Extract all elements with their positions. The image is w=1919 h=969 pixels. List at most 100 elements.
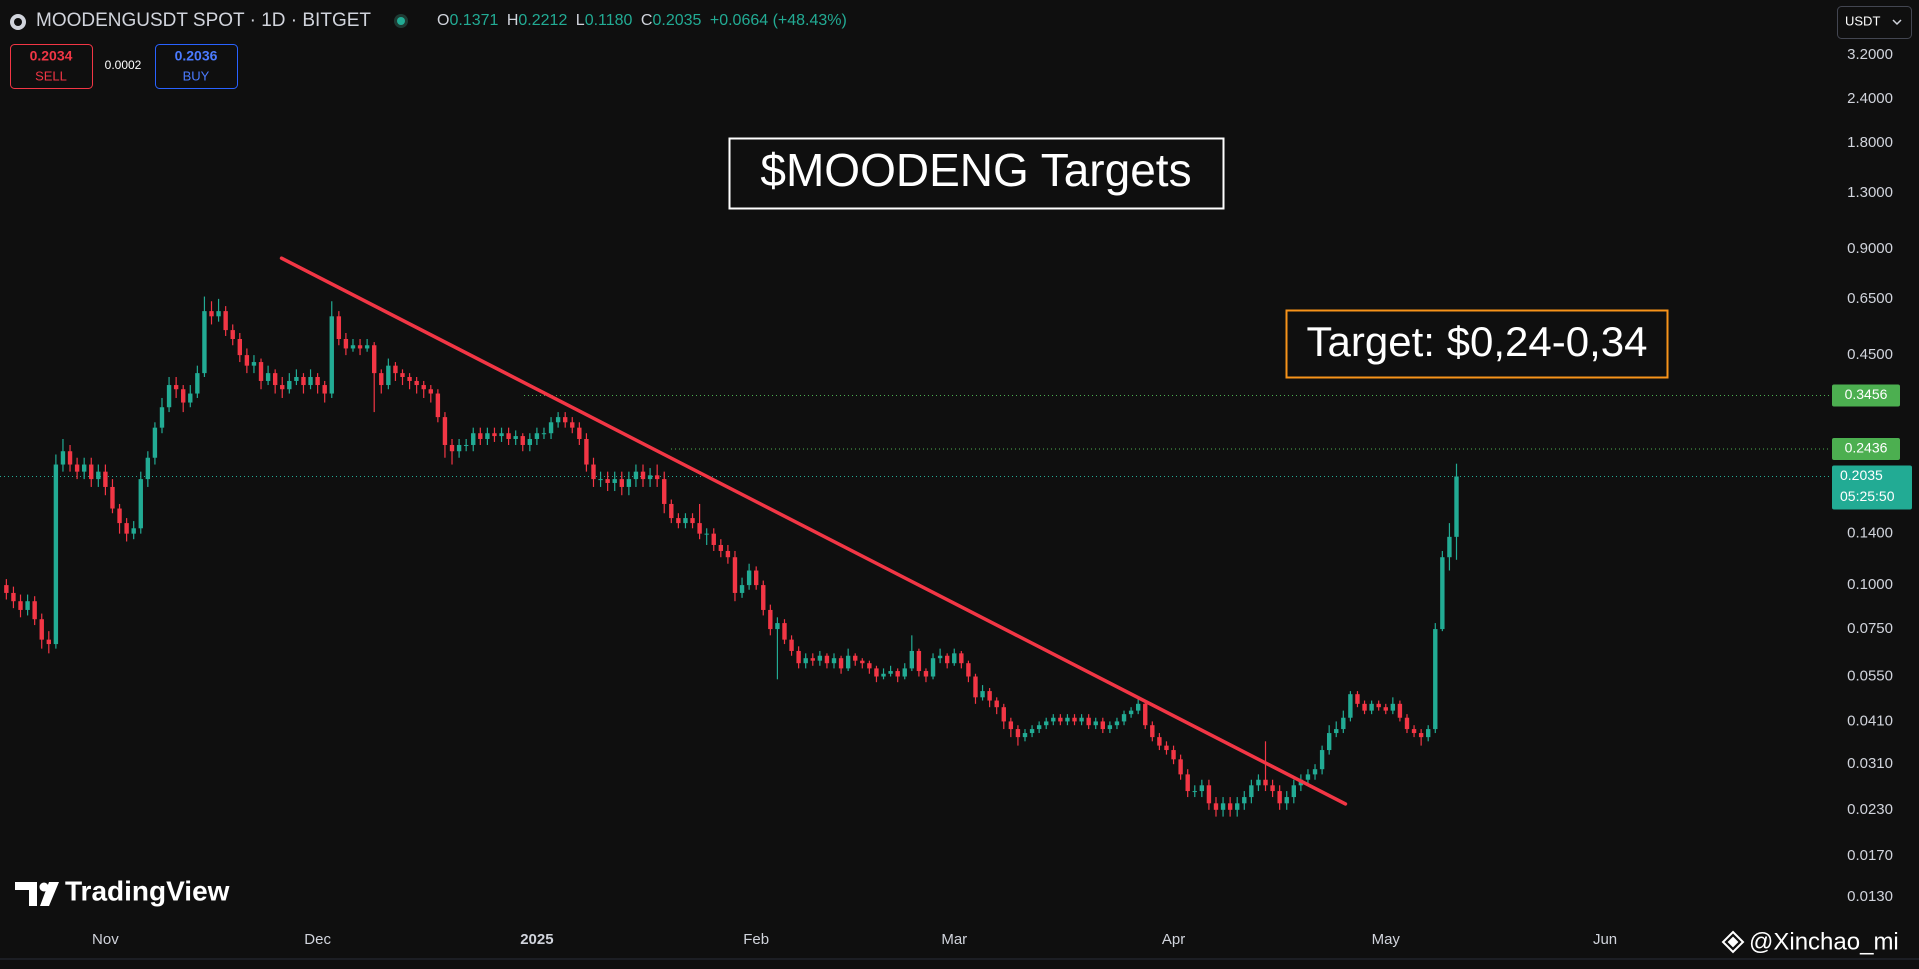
candle-body — [1418, 733, 1424, 738]
x-tick-label: Dec — [304, 931, 331, 948]
currency-selector[interactable] — [1837, 6, 1912, 39]
candle-body — [1072, 717, 1077, 722]
candle-body — [1404, 717, 1410, 730]
candle-body — [909, 650, 915, 669]
y-tick-label: 0.1400 — [1847, 525, 1893, 542]
candle-body — [1369, 703, 1374, 711]
candle-body — [287, 380, 292, 390]
candle-body — [1242, 797, 1247, 804]
candle-body — [874, 668, 879, 677]
candle-body — [895, 671, 900, 677]
candle-body — [817, 655, 823, 661]
candle-body — [916, 650, 922, 672]
x-tick-label: 2025 — [520, 931, 553, 948]
candle-body — [1249, 785, 1254, 798]
candle-body — [53, 464, 59, 645]
candle-body — [364, 345, 370, 349]
candle-body — [449, 444, 455, 452]
candle-body — [1433, 629, 1438, 730]
candle-body — [202, 311, 207, 374]
candle-body — [520, 436, 525, 445]
candle-body — [1263, 779, 1268, 786]
candle-body — [435, 393, 441, 418]
candle-body — [223, 311, 228, 331]
candle-body — [860, 660, 865, 664]
candle-body — [881, 673, 886, 677]
buy-button[interactable] — [155, 44, 238, 89]
candle-body — [1397, 703, 1403, 718]
candle-body — [89, 464, 94, 480]
candle-body — [4, 585, 9, 593]
candle-body — [768, 609, 773, 630]
candle-body — [1341, 717, 1346, 730]
x-tick-label: Feb — [743, 931, 769, 948]
candle-body — [506, 433, 511, 439]
candle-body — [294, 376, 299, 381]
candle-body — [386, 365, 391, 386]
candle-body — [1022, 733, 1028, 738]
candle-body — [421, 385, 426, 390]
candle-body — [32, 601, 37, 620]
x-tick-label: May — [1372, 931, 1401, 948]
candle-body — [1277, 791, 1282, 804]
y-tick-label: 0.9000 — [1847, 240, 1893, 257]
candle-body — [1440, 557, 1445, 630]
candle-body — [555, 417, 561, 423]
price-label: 0.3456 — [1845, 386, 1888, 402]
spread: 0.0002 — [105, 58, 142, 72]
y-tick-label: 0.0310 — [1847, 755, 1893, 772]
candle-body — [966, 663, 971, 677]
candle-body — [1164, 745, 1169, 751]
candle-body — [853, 655, 858, 661]
candle-body — [952, 653, 957, 664]
candle-body — [1015, 729, 1021, 738]
candle-body — [732, 557, 738, 593]
candle-body — [159, 407, 165, 428]
candle-body — [272, 373, 278, 386]
candle-body — [393, 365, 398, 374]
candle-body — [690, 518, 695, 524]
ohlc-label: L — [576, 12, 585, 29]
sell-label: SELL — [35, 68, 67, 83]
y-tick-label: 2.4000 — [1847, 90, 1893, 107]
candle-body — [725, 550, 731, 558]
candle-body — [25, 601, 30, 610]
candle-body — [110, 486, 115, 509]
candle-body — [789, 639, 794, 651]
candle-body — [60, 451, 66, 465]
candle-body — [1426, 729, 1431, 738]
candle-body — [372, 345, 377, 374]
candle-body — [513, 436, 518, 439]
candle-body — [669, 503, 674, 519]
candle-body — [428, 389, 433, 394]
candle-body — [308, 376, 313, 386]
candle-body — [704, 533, 709, 535]
candle-body — [1220, 803, 1226, 810]
candle-body — [1058, 717, 1063, 722]
y-tick-label: 0.6500 — [1847, 290, 1893, 307]
candle-body — [1128, 710, 1134, 715]
candle-body — [301, 376, 306, 386]
candle-body — [577, 427, 582, 439]
sell-button[interactable] — [10, 44, 93, 89]
x-tick-label: Mar — [941, 931, 967, 948]
candle-body — [1185, 774, 1190, 792]
candle-body — [1319, 750, 1325, 770]
candle-body — [647, 475, 653, 480]
candle-body — [1348, 694, 1353, 718]
candle-body — [124, 523, 129, 534]
candle-body — [357, 345, 363, 349]
candle-body — [775, 623, 780, 630]
candle-body — [803, 658, 808, 664]
candle-body — [753, 570, 759, 586]
candle-body — [1178, 759, 1183, 775]
candle-body — [1079, 717, 1084, 722]
watermark: TradingView — [65, 875, 230, 906]
candle-body — [1044, 721, 1049, 726]
candle-body — [605, 479, 610, 483]
candle-body — [1305, 774, 1311, 780]
candle-body — [145, 457, 151, 480]
candle-body — [591, 464, 596, 480]
candle-body — [1008, 721, 1014, 730]
trendline — [279, 256, 1348, 806]
